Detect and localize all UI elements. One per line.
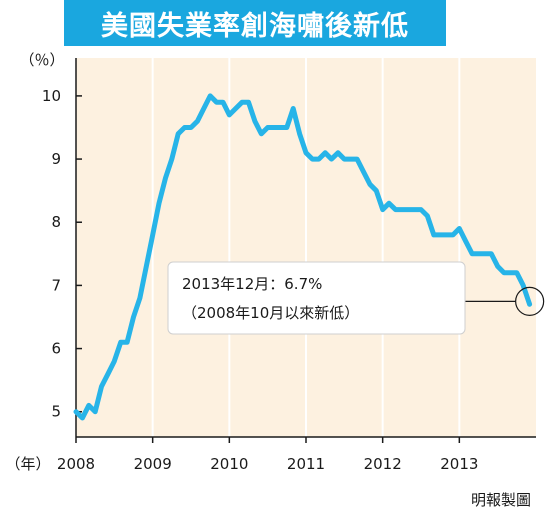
- y-tick-label: 6: [51, 340, 61, 358]
- chart-title: 美國失業率創海嘯後新低: [101, 10, 409, 42]
- x-tick-label: 2009: [134, 455, 172, 473]
- y-ticks: 5 6 7 8 9 10: [42, 87, 82, 421]
- x-tick-label: 2010: [210, 455, 248, 473]
- y-tick-label: 9: [51, 150, 61, 168]
- x-axis-unit-label: （年）: [5, 455, 50, 473]
- annotation-highlight-circle: [515, 286, 545, 316]
- credit-label: 明報製圖: [470, 491, 531, 509]
- x-tick-label: 2011: [287, 455, 325, 473]
- y-tick-label: 10: [42, 87, 61, 105]
- y-tick-label: 8: [51, 213, 61, 231]
- annotation-line-1: 2013年12月：6.7%: [182, 275, 322, 293]
- x-ticks: 2008 2009 2010 2011 2012 2013: [57, 437, 478, 473]
- x-tick-label: 2012: [364, 455, 402, 473]
- y-tick-label: 7: [51, 276, 61, 294]
- annotation-line-2: （2008年10月以來新低）: [182, 304, 359, 322]
- x-tick-label: 2013: [440, 455, 478, 473]
- y-tick-label: 5: [51, 403, 61, 421]
- annotation-box: [167, 261, 466, 335]
- y-axis-unit-label: （％）: [19, 51, 64, 69]
- x-tick-label: 2008: [57, 455, 95, 473]
- title-banner: 美國失業率創海嘯後新低: [64, 0, 446, 46]
- grid: [151, 58, 461, 437]
- series-line-unemployment-rate: [73, 93, 533, 421]
